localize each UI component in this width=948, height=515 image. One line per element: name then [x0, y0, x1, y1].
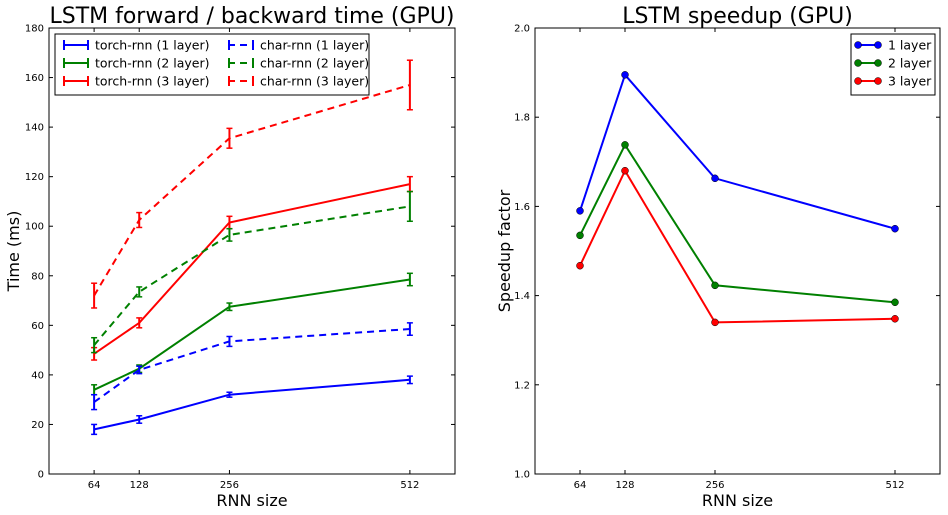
chart2-data-point [891, 298, 899, 307]
chart1-y-tick-label: 180 [25, 24, 44, 35]
chart2-y-tick-label: 1.2 [514, 380, 530, 391]
chart2-data-point [711, 281, 719, 290]
chart2-x-tick-label: 128 [615, 480, 634, 491]
chart1-y-tick-label: 120 [25, 172, 44, 183]
chart1-legend-label: torch-rnn (2 layer) [95, 56, 210, 71]
chart2-y-tick-label: 1.8 [514, 113, 530, 124]
chart2-series-line [579, 168, 896, 324]
chart2-title: LSTM speedup (GPU) [622, 4, 853, 29]
chart2-data-point [891, 315, 899, 323]
chart1-y-tick-label: 100 [25, 222, 44, 233]
chart2-x-tick-label: 256 [705, 480, 724, 491]
chart2-legend-marker [854, 77, 862, 85]
chart1-legend-label: char-rnn (3 layer) [260, 74, 369, 89]
chart1-series-line [93, 205, 411, 346]
chart2-data-point [891, 224, 899, 233]
chart2-data-point [621, 71, 629, 79]
chart2-y-tick-label: 1.0 [514, 470, 530, 481]
chart1-x-tick-label: 128 [130, 480, 149, 491]
chart1-legend-box [54, 33, 370, 96]
chart2-legend-marker [854, 41, 862, 49]
chart1-series-line [93, 278, 411, 391]
chart1-legend-label: torch-rnn (1 layer) [95, 38, 210, 53]
chart2-legend-marker [874, 77, 882, 85]
chart2-x-tick-label: 512 [885, 480, 904, 491]
chart2-x-tick-label: 64 [574, 480, 587, 491]
chart1-y-axis-label: Time (ms) [4, 211, 23, 293]
chart1-y-tick-label: 40 [31, 370, 44, 381]
chart1-legend-label: char-rnn (1 layer) [260, 38, 369, 53]
chart1-y-tick-label: 60 [31, 321, 44, 332]
chart2-series-line [579, 142, 896, 304]
chart1-y-tick-label: 80 [31, 271, 44, 282]
chart2-plot-frame [534, 27, 941, 475]
chart2-legend-marker [874, 41, 882, 49]
chart1-x-tick-label: 64 [88, 480, 101, 491]
chart1-x-tick-label: 512 [400, 480, 419, 491]
chart1-series-line [93, 328, 410, 403]
chart2-data-point [576, 207, 584, 215]
chart1-y-tick-label: 20 [31, 420, 44, 431]
chart1-plot-frame [48, 27, 456, 475]
chart1-y-tick-label: 0 [38, 470, 44, 481]
chart1-series-line [93, 84, 411, 297]
chart1-y-tick-label: 140 [25, 123, 44, 134]
chart2-data-point [576, 231, 584, 240]
chart2-y-tick-label: 1.6 [514, 202, 530, 213]
chart1-y-tick-label: 160 [25, 73, 44, 84]
chart2-data-point [576, 261, 584, 270]
chart2-data-point [621, 166, 629, 175]
chart2-legend-label: 3 layer [888, 74, 932, 89]
chart2-x-axis-label: RNN size [702, 491, 773, 510]
chart2-legend-marker [854, 59, 862, 67]
chart2-legend-marker [874, 59, 882, 67]
chart2-data-point [711, 318, 719, 327]
chart1-series-line [93, 183, 411, 355]
chart2-legend-label: 2 layer [888, 56, 932, 71]
chart2-data-point [711, 174, 719, 183]
chart2-legend-label: 1 layer [888, 38, 932, 53]
chart1-series-line [93, 378, 410, 431]
chart2-series-line [579, 72, 896, 230]
chart2-y-axis-label: Speedup factor [495, 189, 514, 312]
chart1-legend-label: torch-rnn (3 layer) [95, 74, 210, 89]
chart2-y-tick-label: 1.4 [514, 291, 530, 302]
chart1-legend-label: char-rnn (2 layer) [260, 56, 369, 71]
chart1-title: LSTM forward / backward time (GPU) [49, 4, 454, 29]
chart1-x-axis-label: RNN size [216, 491, 287, 510]
chart2-y-tick-label: 2.0 [514, 24, 530, 35]
chart1-x-tick-label: 256 [220, 480, 239, 491]
chart2-data-point [621, 141, 629, 149]
